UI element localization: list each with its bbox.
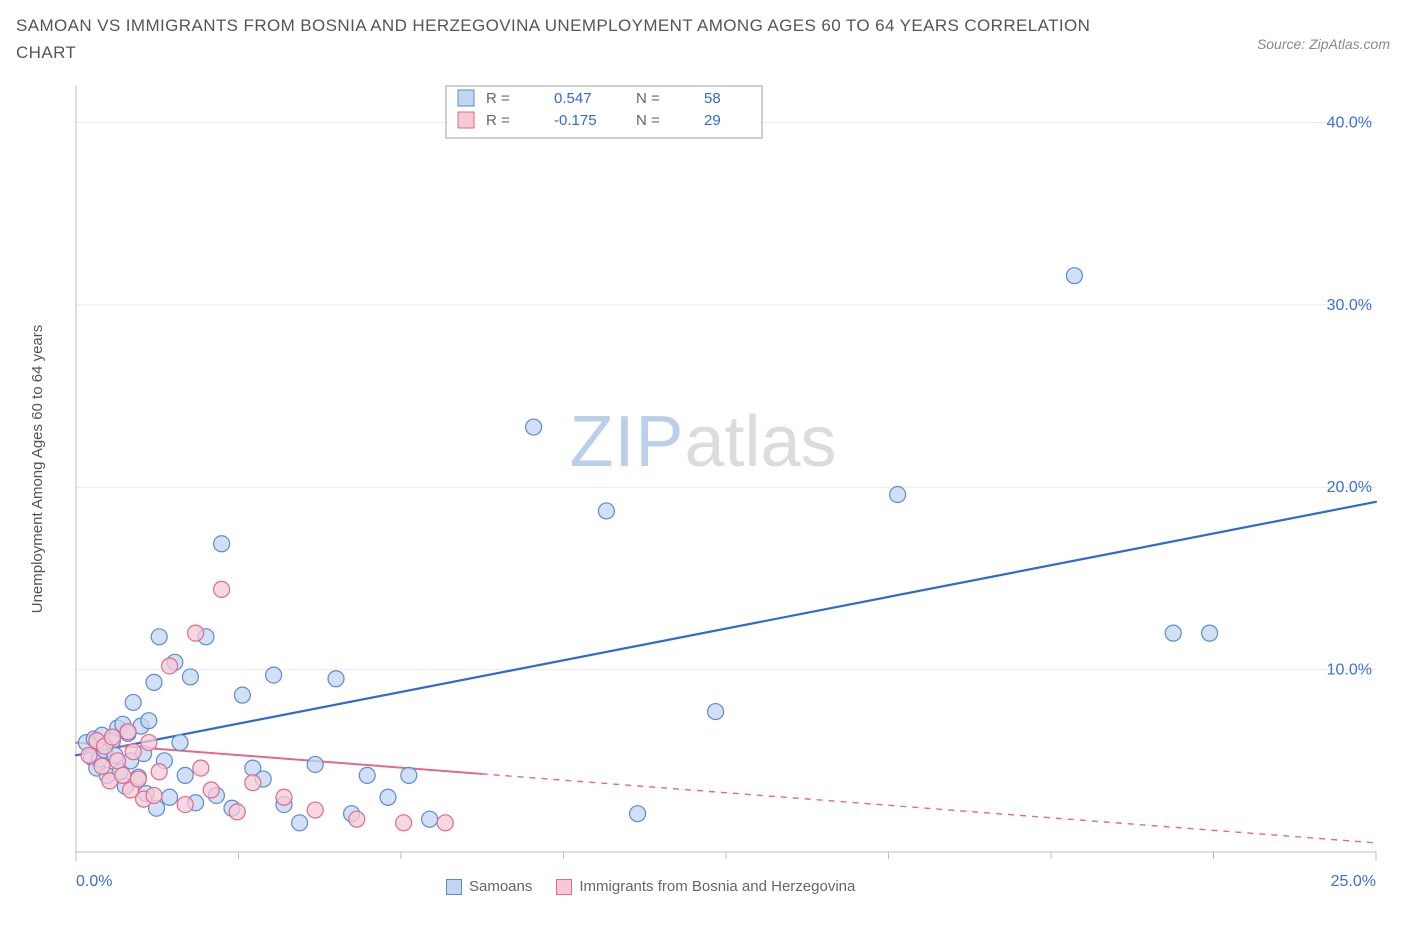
svg-text:N =: N = [636,90,660,107]
svg-text:58: 58 [704,90,721,107]
chart-title: SAMOAN VS IMMIGRANTS FROM BOSNIA AND HER… [16,12,1116,66]
svg-text:Unemployment Among Ages 60 to: Unemployment Among Ages 60 to 64 years [29,325,46,614]
svg-text:R =: R = [486,112,510,129]
source-label: Source: ZipAtlas.com [1257,36,1390,52]
legend-swatch [556,879,572,895]
legend-item: Immigrants from Bosnia and Herzegovina [556,878,855,895]
svg-text:30.0%: 30.0% [1327,297,1372,314]
svg-text:20.0%: 20.0% [1327,480,1372,497]
svg-text:0.0%: 0.0% [76,873,112,890]
svg-text:25.0%: 25.0% [1331,873,1376,890]
svg-text:N =: N = [636,112,660,129]
svg-text:29: 29 [704,112,721,129]
legend-label: Samoans [469,878,532,895]
svg-text:R =: R = [486,90,510,107]
svg-text:0.547: 0.547 [554,90,592,107]
legend-item: Samoans [446,878,532,895]
series-legend: Samoans Immigrants from Bosnia and Herzeg… [446,878,855,895]
legend-label: Immigrants from Bosnia and Herzegovina [579,878,855,895]
scatter-chart: 0.0% 25.0% 10.0% 20.0% 30.0% 40.0% Unemploymen… [16,72,1390,912]
chart-container: 0.0% 25.0% 10.0% 20.0% 30.0% 40.0% Unemploymen… [16,72,1390,912]
svg-text:-0.175: -0.175 [554,112,597,129]
svg-text:10.0%: 10.0% [1327,662,1372,679]
legend-swatch [446,879,462,895]
svg-text:40.0%: 40.0% [1327,115,1372,132]
